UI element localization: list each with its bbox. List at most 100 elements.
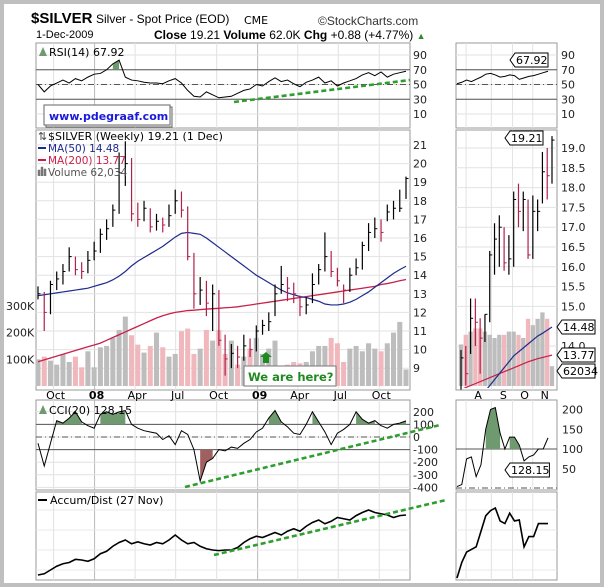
volume-bar bbox=[403, 369, 409, 386]
volume-bar bbox=[91, 367, 97, 386]
cci-right-fill bbox=[509, 437, 520, 449]
rsi-tick-label: 10 bbox=[413, 108, 427, 121]
rsi-right-tick-label: 10 bbox=[561, 108, 575, 121]
price-legend: $SILVER (Weekly) 19.21 (1 Dec) bbox=[48, 130, 223, 143]
volume-bar bbox=[60, 353, 66, 386]
volume-bar bbox=[272, 340, 278, 386]
rsi-right-tick-label: 50 bbox=[561, 79, 575, 92]
price-tick-label: 15 bbox=[413, 251, 427, 264]
price-right-tick-label: 15.0 bbox=[561, 300, 586, 313]
cci-tick-label: -200 bbox=[413, 456, 438, 469]
price-panel-left bbox=[35, 129, 411, 391]
volume-bar bbox=[166, 356, 172, 386]
x-axis-label: Oct bbox=[209, 389, 229, 402]
price-tick-label: 17 bbox=[413, 213, 427, 226]
volume-bar bbox=[72, 356, 78, 386]
volume-bar-right bbox=[497, 334, 502, 386]
cci-line bbox=[37, 409, 407, 484]
rsi-legend: RSI(14) 67.92 bbox=[49, 46, 124, 59]
cci-right-value-label-box bbox=[504, 462, 550, 478]
cci-tick-label: -100 bbox=[413, 444, 438, 457]
volume-bar bbox=[372, 348, 378, 386]
volume-bar-right bbox=[530, 325, 535, 386]
price-tick-label: 14 bbox=[413, 269, 427, 282]
volume-bar bbox=[185, 328, 191, 386]
close-label: Close bbox=[154, 28, 187, 42]
volume-bar-right bbox=[492, 338, 497, 386]
rsi-legend-icon bbox=[39, 47, 47, 56]
price-tick-label: 21 bbox=[413, 139, 427, 152]
volume-bar bbox=[210, 340, 216, 386]
exchange: CME bbox=[244, 14, 269, 27]
rsi-right-tick-label: 30 bbox=[561, 93, 575, 106]
chg-value: +0.88 (+4.77%) bbox=[330, 28, 414, 42]
price-right-tick-label: 17.5 bbox=[561, 201, 586, 214]
rsi-right-tick-label: 90 bbox=[561, 49, 575, 62]
x-axis-label-right: O bbox=[520, 389, 529, 402]
rsi-line bbox=[37, 59, 407, 99]
price-tick-label: 19 bbox=[413, 176, 427, 189]
callout-text: We are here? bbox=[248, 370, 333, 384]
volume-bar bbox=[253, 337, 259, 386]
volume-bar-right bbox=[540, 312, 545, 386]
x-axis-label: Oct bbox=[372, 389, 392, 402]
x-axis-label-right: A bbox=[474, 389, 482, 402]
callout-box bbox=[243, 365, 337, 387]
cci-right-fill bbox=[485, 407, 501, 449]
accum-dist-panel-left bbox=[35, 491, 411, 581]
volume-bar-right bbox=[501, 334, 507, 386]
volume-bar-right bbox=[549, 366, 555, 386]
volume-bar bbox=[110, 337, 116, 386]
price-right-tick-label: 17.0 bbox=[561, 221, 586, 234]
volume-bar-right bbox=[473, 328, 478, 386]
cci-trendline bbox=[184, 423, 441, 489]
volume-bar-right bbox=[545, 318, 550, 386]
volume-bar bbox=[172, 353, 178, 386]
cci-overbought-fill bbox=[268, 410, 282, 425]
rsi-right-value-label: 67.92 bbox=[516, 54, 548, 67]
volume-bar bbox=[378, 351, 384, 386]
ma50-value-label: 14.48 bbox=[563, 321, 595, 334]
accum-dist-line bbox=[37, 509, 407, 576]
volume-bar bbox=[104, 345, 110, 386]
volume-tick-label: 100K bbox=[6, 353, 35, 366]
cci-overbought-fill bbox=[56, 411, 82, 425]
rsi-tick-label: 50 bbox=[413, 79, 427, 92]
volume-bar bbox=[47, 360, 53, 386]
stockcharts-copyright[interactable]: ©StockCharts.com bbox=[318, 14, 419, 28]
volume-legend: Volume 62,034 bbox=[48, 167, 127, 179]
volume-bar bbox=[116, 329, 122, 386]
volume-bar bbox=[135, 344, 141, 386]
ma50-right-line bbox=[487, 326, 553, 388]
rsi-trendline bbox=[233, 78, 411, 104]
volume-bar bbox=[334, 343, 340, 386]
price-right-tick-label: 16.5 bbox=[561, 241, 586, 254]
x-axis-label: Jul bbox=[170, 389, 184, 402]
volume-bar bbox=[341, 361, 347, 386]
volume-bar-right bbox=[482, 331, 488, 386]
cci-right-line bbox=[456, 406, 549, 487]
x-axis-label: Jul bbox=[333, 389, 347, 402]
volume-bar-right bbox=[516, 334, 521, 386]
volume-bar-right bbox=[506, 331, 512, 386]
volume-bar-right bbox=[535, 318, 540, 386]
price-tick-label: 11 bbox=[413, 325, 427, 338]
cci-legend: CCI(20) 128.15 bbox=[49, 404, 132, 417]
cci-legend-icon bbox=[39, 405, 47, 414]
volume-bar bbox=[35, 359, 41, 386]
price-tick-label: 16 bbox=[413, 232, 427, 245]
x-axis-label-right: N bbox=[541, 389, 549, 402]
x-axis-label-right: S bbox=[500, 389, 507, 402]
volume-bar bbox=[235, 364, 241, 386]
website-box bbox=[43, 104, 171, 126]
volume-bar-right bbox=[521, 338, 526, 386]
price-right-tick-label: 16.0 bbox=[561, 261, 586, 274]
rsi-tick-label: 70 bbox=[413, 64, 427, 77]
up-arrow-icon: ▲ bbox=[416, 31, 426, 41]
cci-tick-label: -300 bbox=[413, 469, 438, 482]
volume-bar bbox=[41, 356, 47, 386]
green-up-arrow-icon bbox=[260, 352, 272, 363]
accum-dist-right-line bbox=[456, 506, 548, 579]
rsi-right-line bbox=[456, 70, 549, 85]
